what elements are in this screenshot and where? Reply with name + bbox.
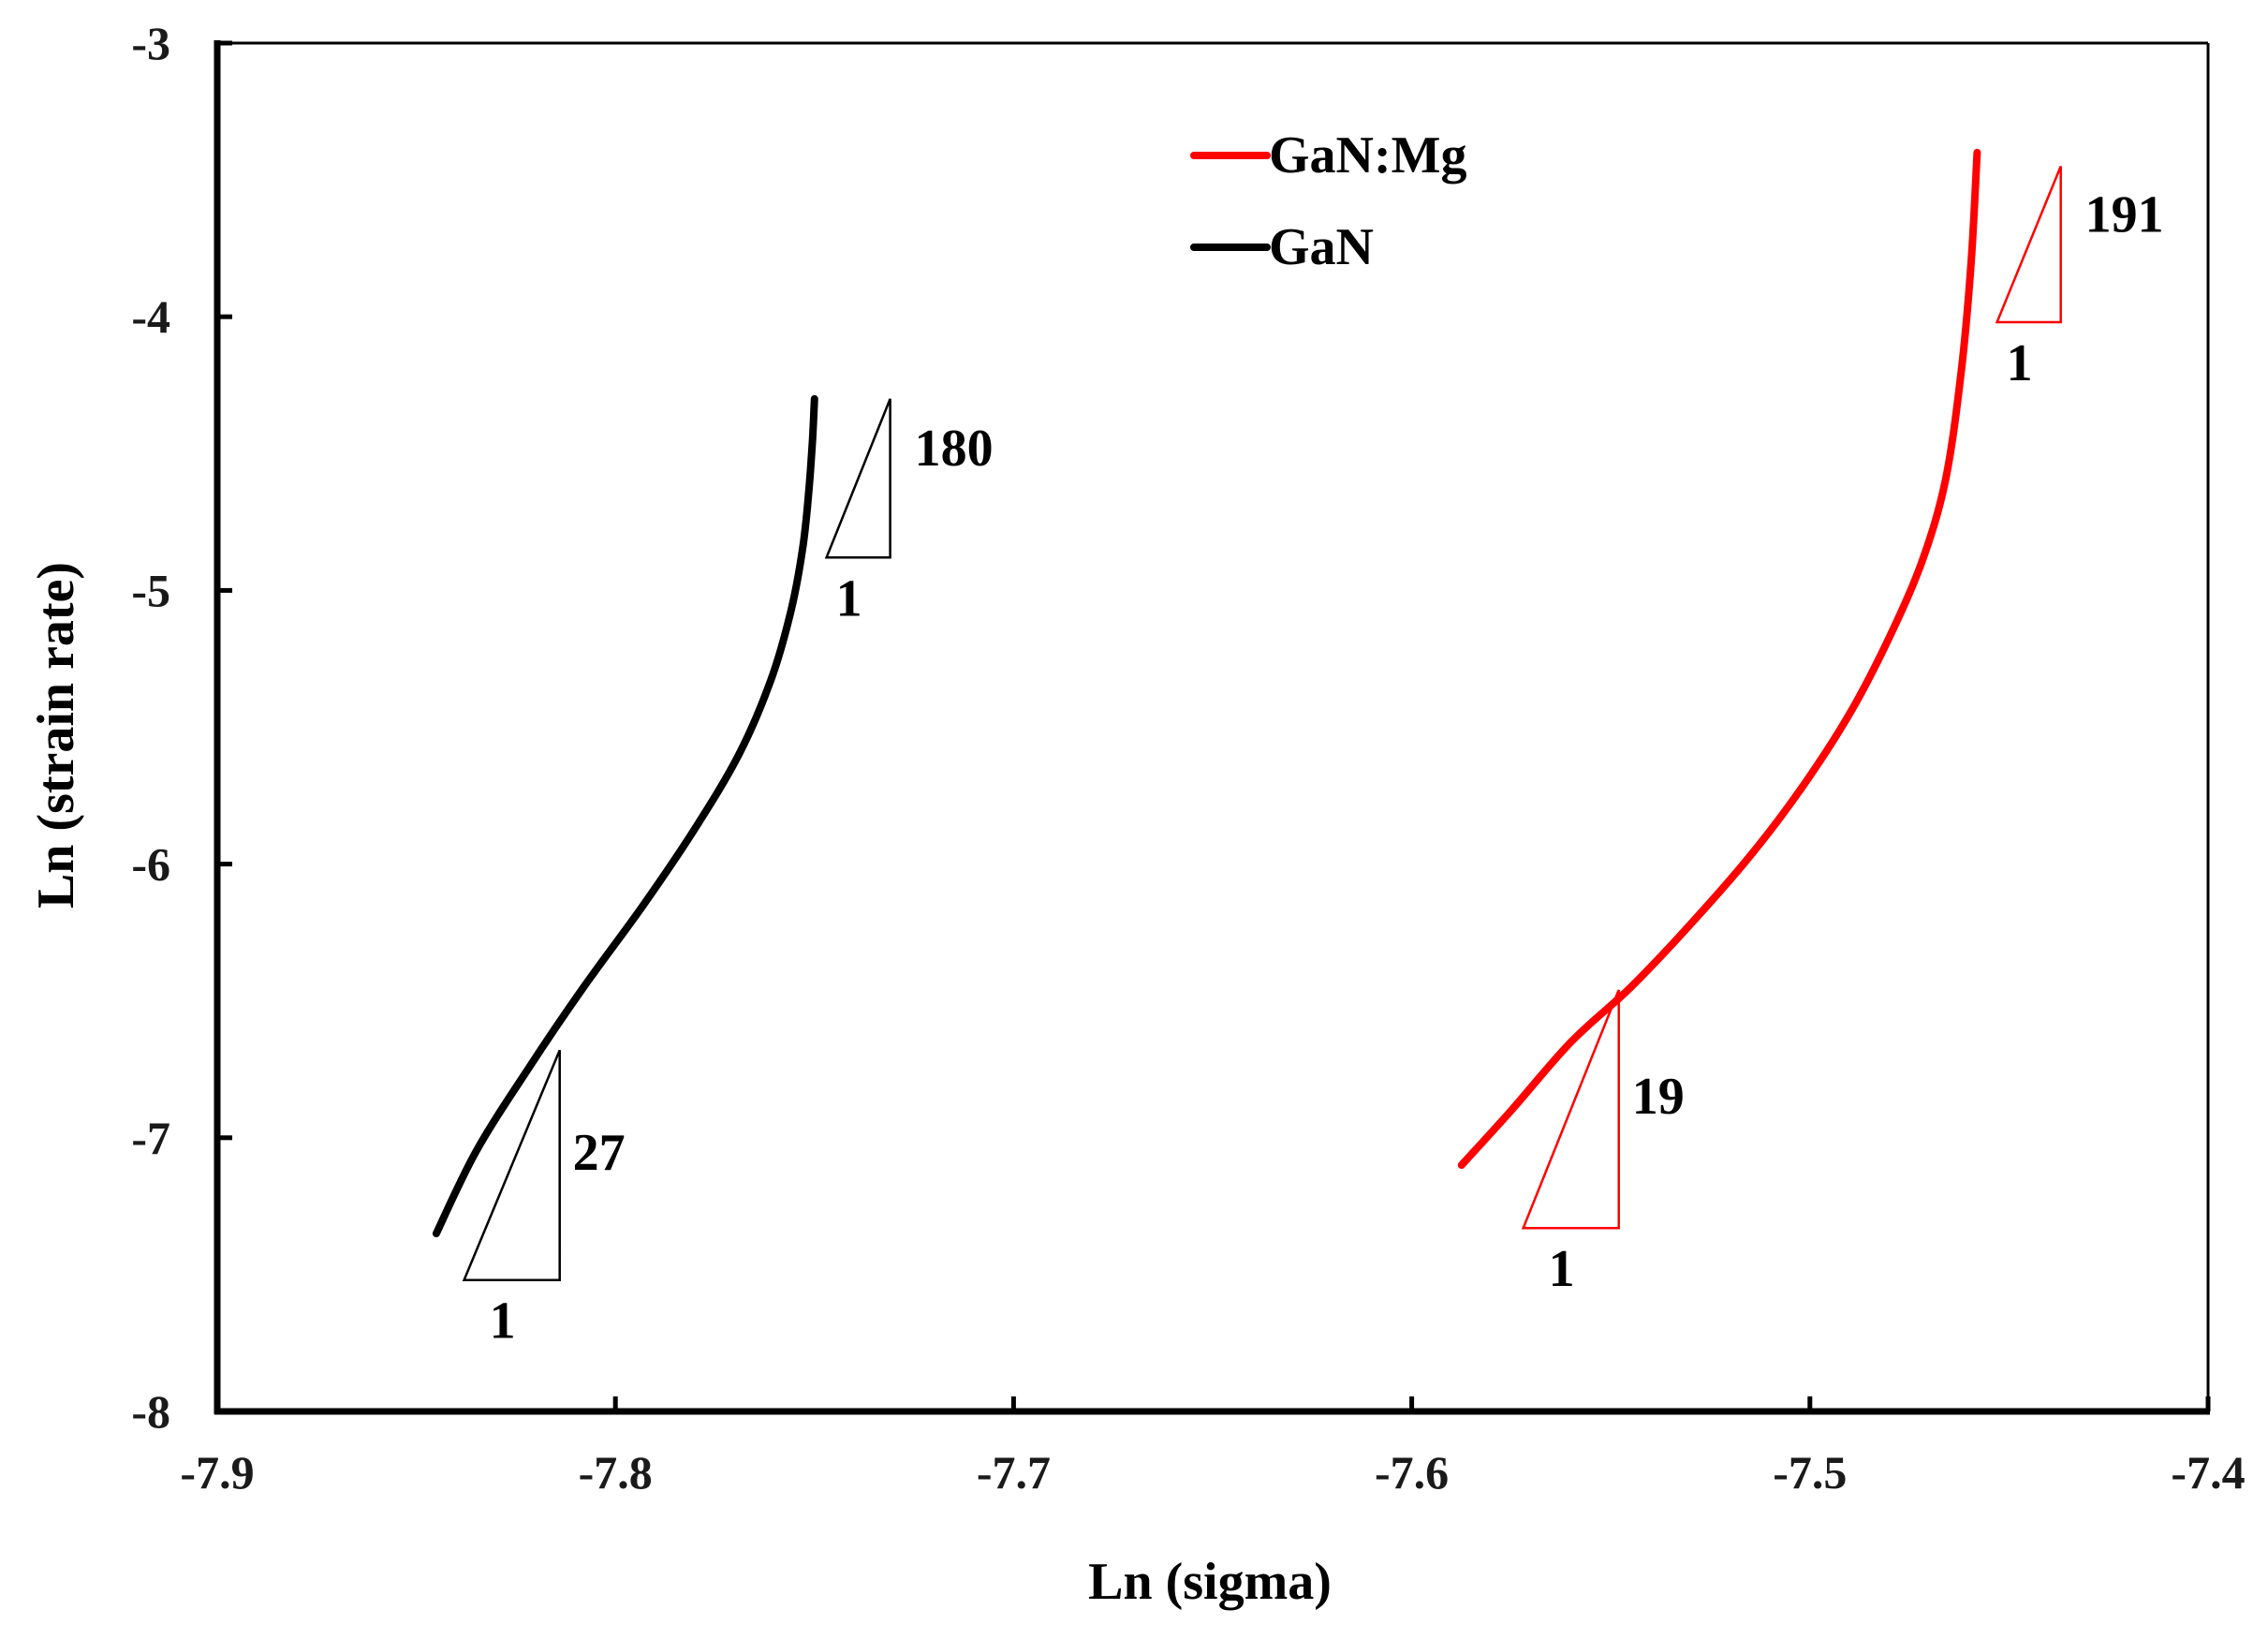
y-tick-label: -7 [131,1112,170,1164]
x-tick-label: -7.9 [180,1446,254,1499]
slope-triangle-180 [824,398,891,559]
x-tick-label: -7.7 [977,1446,1051,1499]
y-axis-ticks: -3 -4 -5 -6 -7 -8 [131,17,232,1438]
slope-triangle-191 [1995,166,2062,324]
series-layer [432,148,1981,1238]
slope-run-label: 1 [2007,334,2033,392]
y-tick-label: -6 [131,838,170,891]
x-tick-label: -7.6 [1375,1446,1449,1499]
y-tick-label: -3 [131,17,170,69]
slope-triangle-19 [1521,989,1620,1230]
slope-run-label: 1 [1549,1240,1575,1298]
legend-label-gan-mg: GaN:Mg [1269,126,1467,185]
x-tick-label: -7.8 [579,1446,653,1499]
y-tick-label: -5 [131,564,170,616]
series-line-gan-mg [1457,148,1981,1169]
legend-label-gan: GaN [1269,218,1374,276]
slope-rise-label: 180 [915,420,994,478]
y-tick-label: -8 [131,1385,170,1438]
slope-rise-label: 191 [2085,185,2164,244]
plot-frame [214,40,2210,1415]
slope-rise-label: 27 [573,1124,626,1182]
slope-run-label: 1 [490,1292,516,1351]
y-axis-title: Ln (strain rate) [27,562,85,908]
x-tick-label: -7.4 [2171,1446,2245,1499]
slope-run-label: 1 [836,569,862,628]
slope-triangle-27 [462,1049,561,1281]
x-axis-ticks: -7.9 -7.8 -7.7 -7.6 -7.5 -7.4 [180,1396,2246,1499]
x-tick-label: -7.5 [1773,1446,1847,1499]
series-line-gan [432,394,818,1238]
slope-rise-label: 19 [1632,1068,1685,1126]
y-tick-label: -4 [131,290,170,343]
legend: GaN:Mg GaN [1190,126,1467,276]
x-axis-title: Ln (sigma) [1088,1553,1332,1611]
